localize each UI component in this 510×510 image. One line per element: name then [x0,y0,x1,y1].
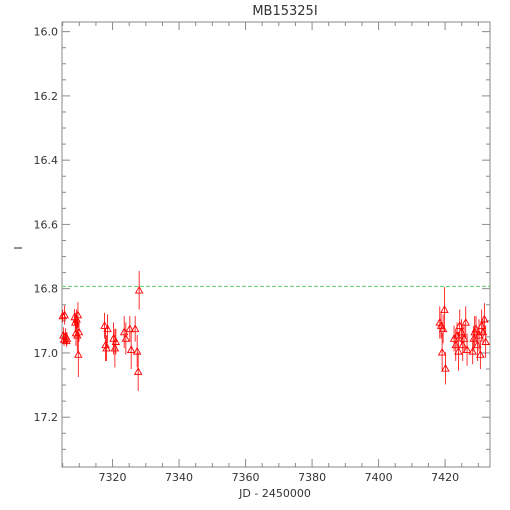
data-point [103,324,112,333]
data-points [58,271,490,391]
data-point [478,327,488,336]
chart-title: MB15325I [252,4,317,19]
data-point [60,310,69,319]
x-tick-label: 7360 [232,471,260,484]
x-tick-label: 7420 [431,471,459,484]
y-tick-label: 16.8 [34,283,59,296]
plot-frame [61,21,491,468]
y-tick-label: 17.0 [34,347,59,360]
y-tick-label: 16.0 [34,26,59,39]
data-point [481,337,490,345]
data-point [62,336,71,344]
y-tick-label: 16.4 [34,154,59,167]
data-point [441,363,450,372]
data-point [74,350,83,358]
data-point [480,314,489,323]
data-point [126,345,136,353]
data-point [457,327,466,336]
x-tick-label: 7340 [165,471,193,484]
y-axis: 16.0 16.2 16.4 16.6 16.8 17.0 17.2 [34,26,490,450]
data-point [437,347,447,356]
data-point [102,343,111,352]
data-point [134,285,144,294]
data-point [73,310,83,319]
data-point [121,334,131,342]
y-tick-label: 17.2 [34,411,59,424]
data-point [125,324,135,333]
y-tick-label: 16.6 [34,218,59,231]
data-point [132,346,142,355]
y-axis-label: I [12,246,25,249]
data-point [109,334,118,342]
data-point [130,324,140,333]
data-point [468,346,477,355]
data-point [74,327,84,336]
x-tick-label: 7320 [99,471,127,484]
x-axis: 7320 7340 7360 7380 7400 7420 [62,22,479,484]
data-point [133,367,143,375]
data-point [477,321,486,329]
data-point [462,345,472,353]
x-tick-label: 7400 [365,471,393,484]
data-point [454,346,463,355]
data-point [111,337,121,345]
data-point [451,340,461,349]
data-point [101,340,110,349]
data-point [458,340,467,349]
y-tick-label: 16.2 [34,90,59,103]
data-point [62,334,72,342]
data-point [461,317,470,326]
x-tick-label: 7380 [298,471,326,484]
data-point [72,314,81,323]
data-point [440,305,449,313]
data-point [100,321,109,329]
data-point [438,324,448,333]
data-point [476,350,485,358]
x-axis-label: JD - 2450000 [238,487,311,500]
data-point [110,343,120,352]
